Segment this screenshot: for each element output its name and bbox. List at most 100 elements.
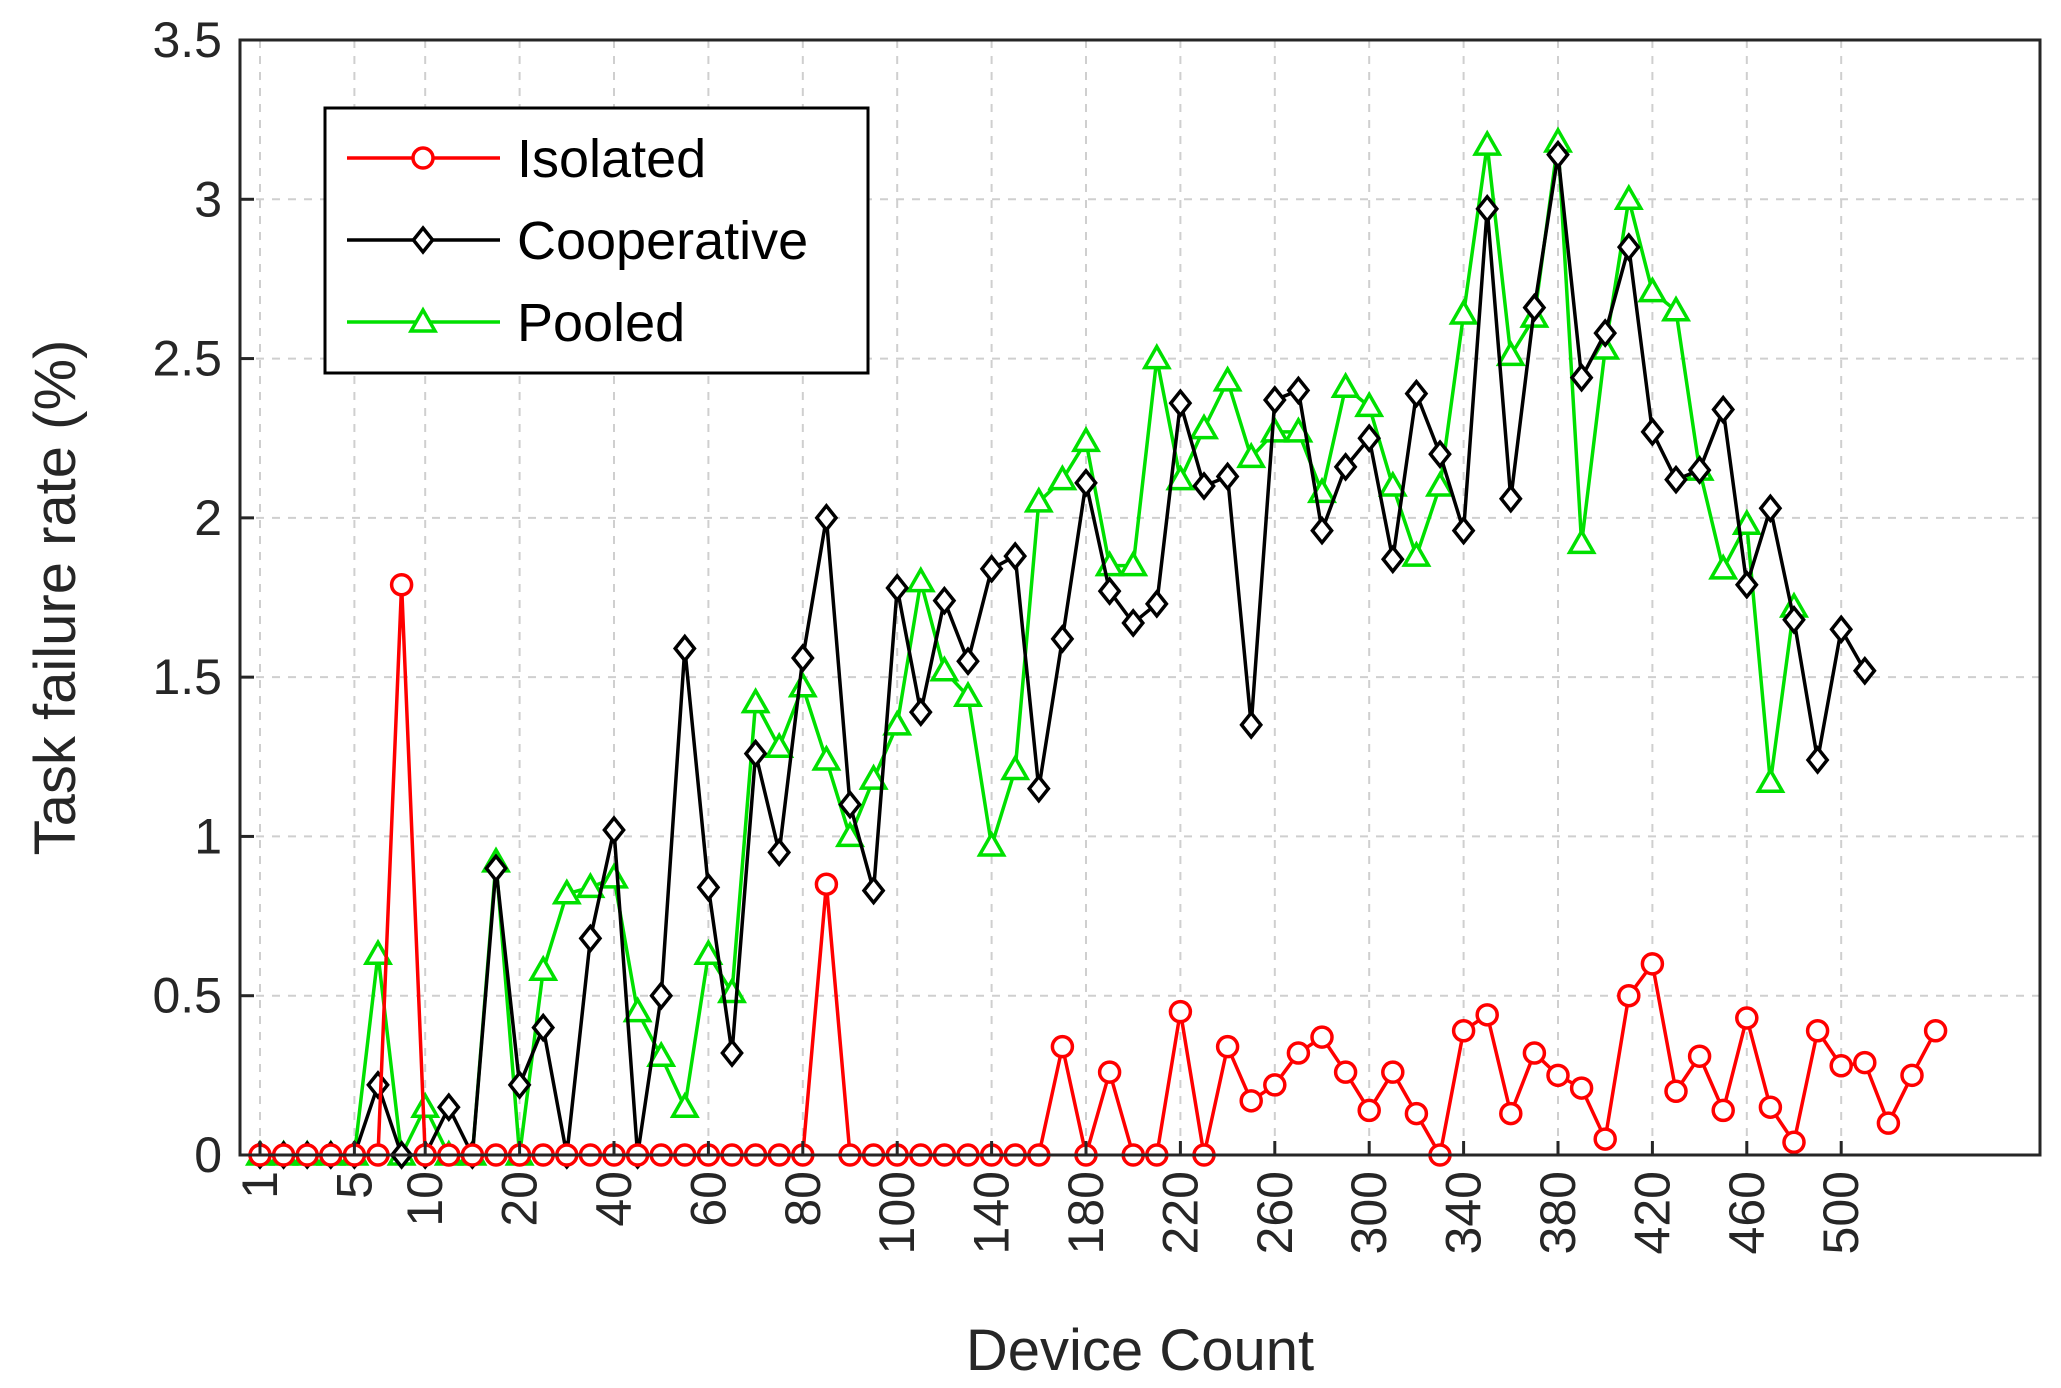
cooperative-point xyxy=(1782,604,1806,635)
pooled-point xyxy=(1354,390,1385,418)
isolated-point xyxy=(1381,1060,1405,1084)
isolated-point xyxy=(1664,1079,1688,1104)
legend-item-isolated: Isolated xyxy=(347,129,706,189)
pooled-point xyxy=(1755,766,1786,794)
y-tick-label: 2 xyxy=(194,490,222,546)
cooperative-point xyxy=(979,554,1004,584)
x-tick-label: 460 xyxy=(1719,1171,1775,1254)
cooperative-point xyxy=(1286,375,1311,406)
cooperative-point xyxy=(1215,461,1240,492)
y-tick-label: 1 xyxy=(194,808,222,864)
cooperative-point xyxy=(1805,745,1830,775)
cooperative-point xyxy=(1664,464,1688,495)
x-tick-label: 20 xyxy=(492,1171,548,1227)
cooperative-point xyxy=(1050,624,1075,654)
isolated-point xyxy=(389,573,414,597)
legend: Isolated Cooperative Pooled xyxy=(323,106,870,375)
cooperative-point xyxy=(1522,292,1547,323)
cooperative-point xyxy=(531,1012,556,1043)
x-tick-label: 340 xyxy=(1436,1171,1492,1254)
x-axis-ticks: 1 5 10 20 40 60 80 100 140 180 220 260 300 340 380 420 4… xyxy=(232,1141,1869,1254)
isolated-point xyxy=(1593,1127,1617,1151)
x-tick-label: 140 xyxy=(964,1171,1020,1254)
pooled-point xyxy=(693,938,724,966)
pooled-point xyxy=(362,938,394,966)
cooperative-point xyxy=(672,633,697,664)
isolated-point xyxy=(1640,952,1665,976)
isolated-point xyxy=(1805,1019,1830,1043)
cooperative-point xyxy=(838,789,862,820)
cooperative-point xyxy=(1192,471,1216,501)
pooled-point xyxy=(1188,413,1220,440)
y-tick-label: 0 xyxy=(194,1127,222,1183)
y-axis-label: Task failure rate (%) xyxy=(23,340,88,856)
cooperative-point xyxy=(484,853,508,884)
pooled-point xyxy=(1330,371,1361,398)
isolated-point xyxy=(1829,1054,1853,1078)
cooperative-point xyxy=(1097,576,1122,606)
pooled-point xyxy=(1165,464,1196,491)
legend-marker-cooperative xyxy=(411,225,435,255)
isolated-point xyxy=(1569,1076,1594,1100)
x-tick-label: 80 xyxy=(775,1171,831,1227)
x-tick-label: 420 xyxy=(1624,1171,1680,1254)
pooled-point xyxy=(1377,470,1408,497)
pooled-point xyxy=(787,671,818,698)
cooperative-point xyxy=(1239,710,1264,740)
cooperative-point xyxy=(1616,232,1641,262)
legend-marker-pooled xyxy=(407,306,439,333)
x-tick-label: 100 xyxy=(869,1171,925,1254)
cooperative-point xyxy=(1310,515,1334,546)
isolated-point xyxy=(814,872,839,896)
isolated-point xyxy=(1876,1111,1901,1135)
pooled-point xyxy=(646,1040,677,1067)
pooled-point xyxy=(740,687,771,714)
isolated-point xyxy=(1758,1095,1783,1119)
x-tick-label: 5 xyxy=(326,1171,382,1199)
cooperative-point xyxy=(1546,139,1570,170)
cooperative-point xyxy=(1829,614,1854,645)
cooperative-point xyxy=(861,875,886,906)
pooled-point xyxy=(1212,365,1243,392)
pooled-point xyxy=(598,862,630,889)
y-tick-label: 3.5 xyxy=(152,12,222,68)
y-tick-label: 1.5 xyxy=(152,649,222,705)
isolated-point xyxy=(1215,1034,1240,1059)
pooled-point xyxy=(1401,540,1432,567)
isolated-point xyxy=(1050,1034,1075,1059)
x-tick-label: 300 xyxy=(1341,1171,1397,1254)
x-tick-label: 260 xyxy=(1247,1171,1303,1254)
cooperative-point xyxy=(1451,515,1476,546)
x-tick-label: 220 xyxy=(1152,1171,1208,1254)
isolated-point xyxy=(1853,1050,1877,1075)
isolated-point xyxy=(1522,1041,1547,1065)
cooperative-point xyxy=(908,697,933,727)
cooperative-point xyxy=(649,980,674,1011)
cooperative-point xyxy=(885,573,910,603)
cooperative-point xyxy=(1026,773,1051,804)
isolated-point xyxy=(1782,1130,1806,1155)
cooperative-point xyxy=(1003,541,1028,571)
y-tick-label: 0.5 xyxy=(152,968,222,1024)
pooled-point xyxy=(1259,416,1290,443)
isolated-point xyxy=(1263,1073,1287,1097)
cooperative-point xyxy=(1168,388,1193,418)
x-tick-label: 40 xyxy=(586,1171,642,1227)
isolated-point xyxy=(1168,999,1193,1024)
cooperative-point xyxy=(1498,483,1523,514)
isolated-point xyxy=(1333,1060,1358,1084)
cooperative-point xyxy=(932,585,957,616)
pooled-point xyxy=(1141,343,1172,370)
y-tick-label: 2.5 xyxy=(152,331,222,387)
pooled-point xyxy=(882,709,913,736)
x-axis-label: Device Count xyxy=(966,1318,1314,1383)
pooled-point xyxy=(1613,183,1644,211)
isolated-point xyxy=(1097,1060,1122,1084)
cooperative-point xyxy=(1144,589,1169,619)
pooled-point xyxy=(1118,550,1149,577)
x-tick-label: 500 xyxy=(1813,1171,1869,1254)
pooled-point xyxy=(976,830,1007,857)
isolated-point xyxy=(1499,1101,1523,1126)
pooled-point xyxy=(551,878,582,905)
